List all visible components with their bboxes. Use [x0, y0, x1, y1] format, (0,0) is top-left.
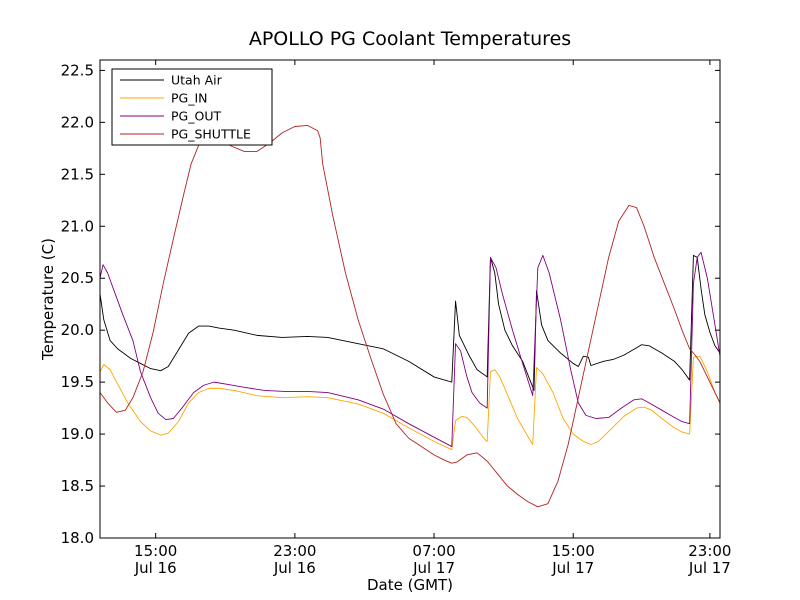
legend-label-pg-out: PG_OUT: [171, 109, 221, 124]
series-line-pg-in: [99, 355, 721, 451]
y-axis-label: Temperature (C): [39, 238, 57, 361]
chart-title: APOLLO PG Coolant Temperatures: [249, 28, 571, 50]
x-tick-label-time: 15:00: [134, 542, 177, 560]
y-tick-label: 18.0: [61, 529, 94, 547]
x-tick-label-time: 15:00: [552, 542, 595, 560]
y-tick-label: 22.0: [61, 113, 94, 131]
x-tick-label-date: Jul 17: [688, 559, 731, 577]
series-line-utah-air: [99, 254, 721, 391]
series-line-pg-out: [99, 251, 721, 448]
x-tick-label-date: Jul 17: [412, 559, 455, 577]
plot-area: 18.0 18.5 19.0 19.5 20.0 20.5 21.0 21.5 22.0 22.5…: [61, 59, 731, 577]
y-tick-label: 20.0: [61, 321, 94, 339]
x-tick-label-date: Jul 16: [134, 559, 177, 577]
legend-box: [111, 68, 273, 146]
legend-label-utah-air: Utah Air: [171, 73, 223, 88]
plot-frame: [99, 59, 721, 539]
y-tick-label: 21.0: [61, 217, 94, 235]
x-tick-label-time: 23:00: [688, 542, 731, 560]
x-tick-label-time: 07:00: [412, 542, 455, 560]
y-tick-label: 20.5: [61, 269, 94, 287]
y-tick-label: 18.5: [61, 477, 94, 495]
y-tick-label: 22.5: [61, 61, 94, 79]
legend-label-pg-in: PG_IN: [171, 91, 208, 106]
x-tick-label-date: Jul 17: [551, 559, 594, 577]
y-tick-label: 19.5: [61, 373, 94, 391]
x-tick-label-date: Jul 16: [273, 559, 316, 577]
series-layer: [99, 125, 721, 508]
x-tick-label-time: 23:00: [273, 542, 316, 560]
y-tick-label: 19.0: [61, 425, 94, 443]
legend: Utah Air PG_IN PG_OUT PG_SHUTTLE: [111, 68, 273, 146]
x-axis-label: Date (GMT): [367, 576, 453, 594]
y-tick-label: 21.5: [61, 165, 94, 183]
legend-label-pg-shuttle: PG_SHUTTLE: [171, 127, 251, 142]
series-line-pg-shuttle: [99, 125, 721, 508]
ticks-layer: 18.0 18.5 19.0 19.5 20.0 20.5 21.0 21.5 22.0 22.5…: [61, 60, 731, 577]
